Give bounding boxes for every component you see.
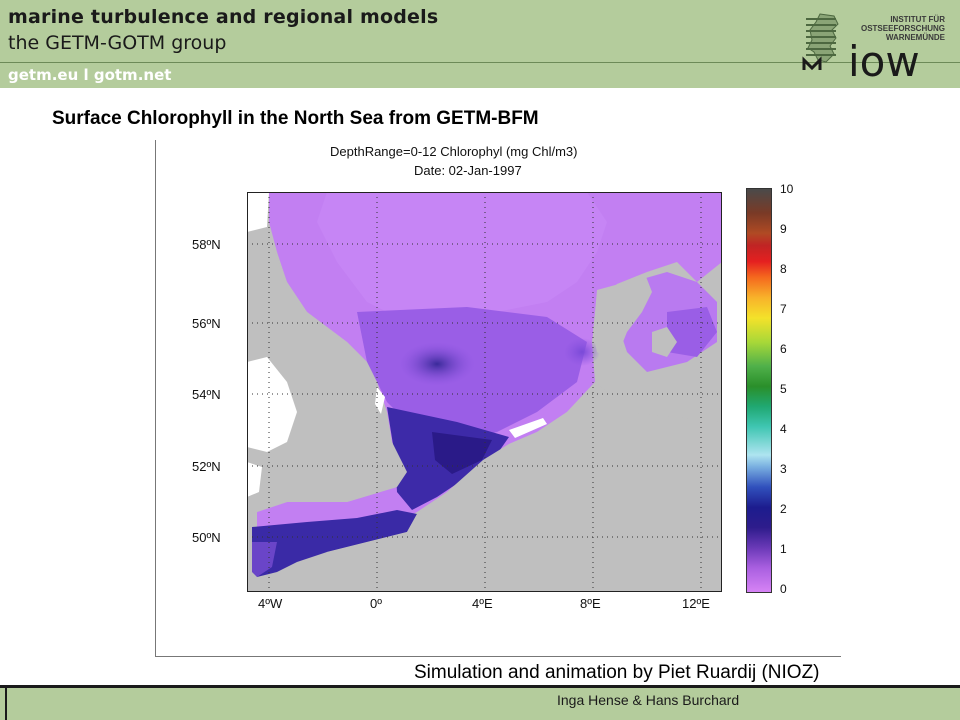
white-wadden	[509, 418, 547, 438]
logo-institute-line1: INSTITUT FÜR	[890, 15, 945, 24]
chlorophyll-map	[247, 192, 722, 592]
slide-title: Surface Chlorophyll in the North Sea fro…	[52, 108, 539, 129]
white-irish-sea	[247, 357, 297, 452]
logo-institute-line3: WARNEMÜNDE	[885, 33, 945, 42]
colorbar-tick-6: 6	[780, 342, 787, 356]
map-border	[247, 192, 722, 592]
white-north-atlantic	[247, 192, 269, 232]
figure-frame-left	[155, 140, 156, 657]
white-bristol	[247, 462, 262, 497]
header-title: marine turbulence and regional models	[8, 6, 439, 28]
land-continent	[307, 382, 722, 592]
colorbar-tick-9: 9	[780, 222, 787, 236]
land-zealand	[652, 327, 677, 357]
lat-label-52n: 52ºN	[192, 459, 221, 474]
lat-label-50n: 50ºN	[192, 530, 221, 545]
header-links[interactable]: getm.eu l gotm.net	[8, 66, 172, 84]
sea-channel	[252, 510, 417, 577]
lon-label-0: 0º	[370, 596, 382, 611]
figure-title: DepthRange=0-12 Chlorophyl (mg Chl/m3)	[330, 144, 578, 159]
header-subtitle: the GETM-GOTM group	[8, 32, 227, 54]
logo-institute-line2: OSTSEEFORSCHUNG	[860, 24, 945, 33]
chl-patch-dogger	[399, 342, 475, 386]
lon-label-4e: 4ºE	[472, 596, 493, 611]
sea-central	[357, 307, 587, 442]
colorbar-tick-2: 2	[780, 502, 787, 516]
colorbar-tick-1: 1	[780, 542, 787, 556]
lat-label-58n: 58ºN	[192, 237, 221, 252]
colorbar-tick-3: 3	[780, 462, 787, 476]
lon-label-8e: 8ºE	[580, 596, 601, 611]
colorbar	[746, 188, 772, 593]
footer-authors: Inga Hense & Hans Burchard	[557, 692, 740, 708]
sea-kattegat	[667, 307, 717, 357]
header-divider	[0, 62, 960, 63]
colorbar-tick-7: 7	[780, 302, 787, 316]
colorbar-tick-8: 8	[780, 262, 787, 276]
lon-label-4w: 4ºW	[258, 596, 283, 611]
colorbar-tick-5: 5	[780, 382, 787, 396]
lat-label-56n: 56ºN	[192, 316, 221, 331]
footer-divider	[0, 685, 960, 688]
colorbar-tick-4: 4	[780, 422, 787, 436]
baltic-map-icon: iow	[802, 13, 920, 86]
simulation-credit: Simulation and animation by Piet Ruardij…	[414, 662, 820, 683]
sea-bight-core	[432, 432, 492, 474]
iow-logo: iow INSTITUT FÜR OSTSEEFORSCHUNG WARNEMÜ…	[800, 10, 955, 86]
colorbar-tick-10: 10	[780, 182, 794, 196]
sea-north	[317, 192, 607, 322]
land-denmark	[593, 274, 652, 360]
chl-patch-east	[564, 338, 600, 366]
lon-label-12e: 12ºE	[682, 596, 710, 611]
footer-bar	[0, 688, 960, 720]
map-graticule	[247, 192, 722, 592]
lat-label-54n: 54ºN	[192, 387, 221, 402]
sea-channel-west	[252, 542, 277, 577]
logo-wordmark: iow	[848, 37, 920, 82]
header-bar: marine turbulence and regional models th…	[0, 0, 960, 88]
figure-date: Date: 02-Jan-1997	[414, 163, 522, 178]
footer-left-rule	[5, 688, 7, 720]
colorbar-tick-0: 0	[780, 582, 787, 596]
figure-frame-bottom	[155, 656, 841, 657]
